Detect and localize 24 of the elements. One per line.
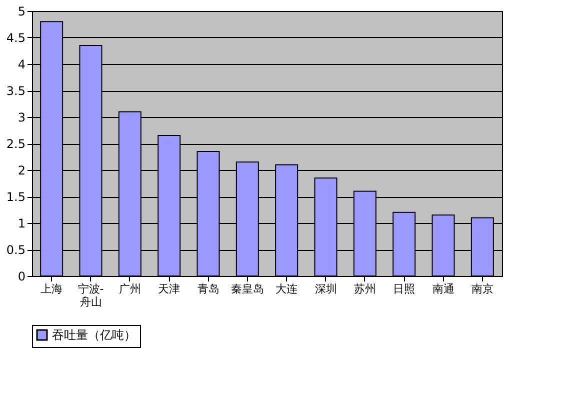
legend-label: 吞吐量（亿吨） — [52, 328, 136, 342]
x-tick-label: 南京 — [471, 282, 494, 296]
x-tick-label: 南通 — [432, 282, 454, 296]
y-tick-label: 0 — [18, 270, 26, 284]
y-tick-label: 3.5 — [6, 84, 26, 98]
x-tick-label: 天津 — [158, 282, 180, 296]
y-tick-label: 1 — [18, 216, 26, 230]
x-tick-label: 宁波-舟山 — [78, 282, 104, 308]
y-tick-label: 2.5 — [6, 137, 26, 151]
y-tick-label: 5 — [18, 4, 26, 18]
x-tick-label: 苏州 — [354, 282, 376, 296]
y-tick-label: 0.5 — [6, 243, 26, 257]
y-tick-label: 4.5 — [6, 31, 26, 45]
x-tick-label: 日照 — [393, 282, 416, 296]
x-tick-label: 秦皇岛 — [230, 282, 264, 296]
x-tick-label: 上海 — [40, 282, 63, 296]
x-tick-label: 深圳 — [314, 282, 337, 296]
x-tick-label: 大连 — [276, 282, 298, 296]
y-tick-label: 1.5 — [6, 190, 26, 204]
y-tick-label: 3 — [18, 110, 26, 124]
y-tick-label: 4 — [18, 58, 26, 72]
x-tick-label: 青岛 — [197, 282, 220, 296]
y-tick-label: 2 — [18, 164, 26, 178]
x-tick-label: 广州 — [118, 282, 141, 296]
